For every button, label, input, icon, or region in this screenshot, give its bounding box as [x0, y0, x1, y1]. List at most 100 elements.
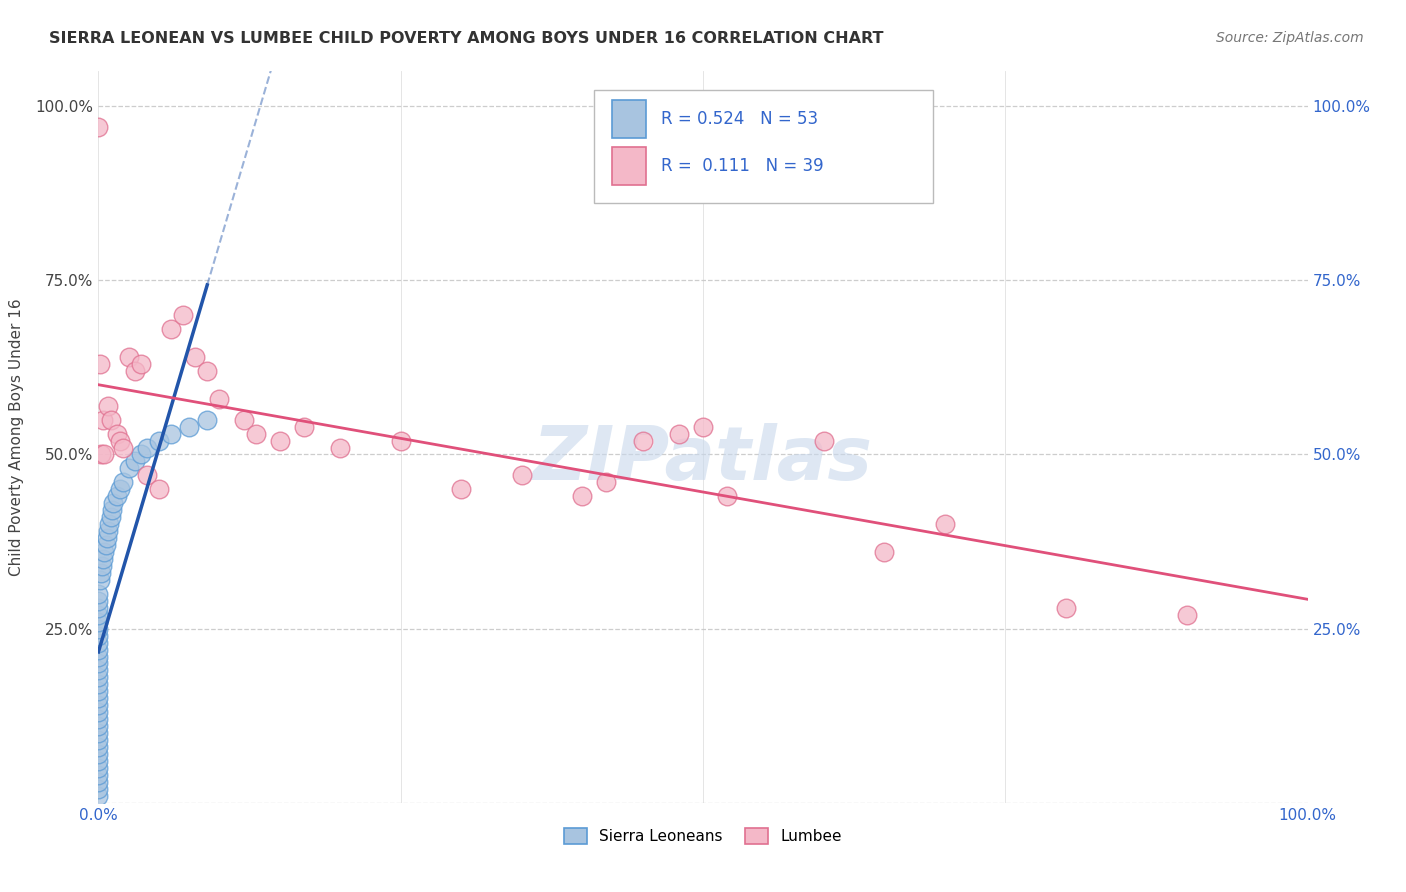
- Point: [90, 566, 112, 580]
- Text: R =  0.111   N = 39: R = 0.111 N = 39: [661, 158, 824, 176]
- Point: [89, 357, 111, 371]
- Text: Source: ZipAtlas.com: Source: ZipAtlas.com: [1216, 31, 1364, 45]
- Point: [87, 754, 110, 768]
- Point: [118, 461, 141, 475]
- Point: [94, 538, 117, 552]
- Bar: [613, 100, 647, 138]
- Point: [108, 434, 131, 448]
- Point: [87, 677, 110, 691]
- Point: [100, 510, 122, 524]
- Point: [329, 441, 352, 455]
- Point: [245, 426, 267, 441]
- Point: [91, 558, 114, 573]
- Point: [87, 733, 110, 747]
- Point: [87, 670, 110, 684]
- Point: [87, 649, 110, 664]
- Point: [87, 642, 110, 657]
- Point: [450, 483, 472, 497]
- Bar: [613, 147, 647, 186]
- Point: [87, 768, 110, 782]
- Point: [269, 434, 291, 448]
- Point: [208, 392, 231, 406]
- Point: [571, 489, 593, 503]
- Point: [97, 524, 120, 538]
- Point: [631, 434, 654, 448]
- Point: [172, 308, 194, 322]
- Point: [87, 607, 110, 622]
- FancyBboxPatch shape: [595, 90, 932, 203]
- Point: [195, 412, 218, 426]
- Point: [87, 747, 110, 761]
- Point: [87, 740, 110, 755]
- Point: [98, 517, 121, 532]
- Point: [105, 426, 128, 441]
- Point: [160, 322, 183, 336]
- Point: [124, 454, 146, 468]
- Point: [873, 545, 896, 559]
- Point: [96, 531, 118, 545]
- Point: [692, 419, 714, 434]
- Point: [87, 719, 110, 733]
- Point: [292, 419, 315, 434]
- Point: [91, 412, 114, 426]
- Point: [105, 489, 128, 503]
- Point: [87, 789, 110, 803]
- Point: [129, 357, 152, 371]
- Point: [91, 552, 114, 566]
- Point: [87, 691, 110, 706]
- Point: [87, 587, 110, 601]
- Point: [93, 448, 115, 462]
- Point: [124, 364, 146, 378]
- Point: [87, 622, 110, 636]
- Point: [118, 350, 141, 364]
- Point: [668, 426, 690, 441]
- Legend: Sierra Leoneans, Lumbee: Sierra Leoneans, Lumbee: [558, 822, 848, 850]
- Point: [87, 726, 110, 740]
- Point: [100, 503, 122, 517]
- Point: [129, 448, 152, 462]
- Point: [510, 468, 533, 483]
- Point: [97, 399, 120, 413]
- Point: [1175, 607, 1198, 622]
- Point: [595, 475, 617, 490]
- Text: ZIPatlas: ZIPatlas: [533, 423, 873, 496]
- Point: [160, 426, 183, 441]
- Text: R = 0.524   N = 53: R = 0.524 N = 53: [661, 110, 818, 128]
- Point: [195, 364, 218, 378]
- Point: [87, 594, 110, 608]
- Point: [111, 475, 134, 490]
- Point: [148, 434, 170, 448]
- Point: [148, 483, 170, 497]
- Point: [87, 629, 110, 643]
- Point: [87, 635, 110, 649]
- Point: [93, 545, 115, 559]
- Point: [101, 496, 124, 510]
- Point: [813, 434, 835, 448]
- Point: [1054, 600, 1077, 615]
- Point: [111, 441, 134, 455]
- Point: [184, 350, 207, 364]
- Point: [716, 489, 738, 503]
- Point: [87, 781, 110, 796]
- Point: [87, 775, 110, 789]
- Point: [90, 448, 112, 462]
- Point: [389, 434, 412, 448]
- Point: [179, 419, 201, 434]
- Point: [87, 657, 110, 671]
- Y-axis label: Child Poverty Among Boys Under 16: Child Poverty Among Boys Under 16: [10, 298, 24, 576]
- Point: [87, 684, 110, 698]
- Text: SIERRA LEONEAN VS LUMBEE CHILD POVERTY AMONG BOYS UNDER 16 CORRELATION CHART: SIERRA LEONEAN VS LUMBEE CHILD POVERTY A…: [49, 31, 884, 46]
- Point: [89, 573, 111, 587]
- Point: [135, 468, 157, 483]
- Point: [108, 483, 131, 497]
- Point: [934, 517, 956, 532]
- Point: [87, 120, 110, 134]
- Point: [100, 412, 122, 426]
- Point: [87, 600, 110, 615]
- Point: [87, 698, 110, 713]
- Point: [87, 712, 110, 726]
- Point: [87, 664, 110, 678]
- Point: [135, 441, 157, 455]
- Point: [87, 615, 110, 629]
- Point: [87, 761, 110, 775]
